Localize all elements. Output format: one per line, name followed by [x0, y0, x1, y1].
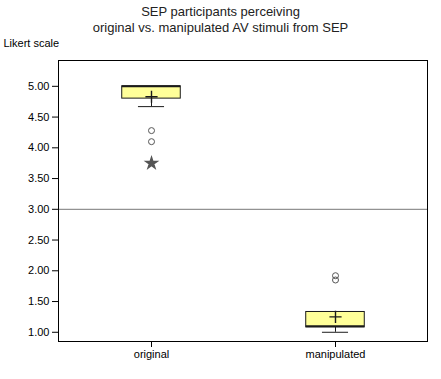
- svg-text:1.50: 1.50: [28, 295, 49, 307]
- svg-text:2.50: 2.50: [28, 234, 49, 246]
- svg-text:4.50: 4.50: [28, 111, 49, 123]
- svg-text:4.00: 4.00: [28, 141, 49, 153]
- html-text:SEP participants perceiving: SEP participants perceiving: [141, 4, 300, 19]
- svg-text:Likert scale: Likert scale: [4, 37, 60, 49]
- svg-text:1.00: 1.00: [28, 326, 49, 338]
- svg-text:2.00: 2.00: [28, 264, 49, 276]
- svg-text:5.00: 5.00: [28, 80, 49, 92]
- svg-text:3.00: 3.00: [28, 203, 49, 215]
- svg-text:original: original: [134, 348, 169, 360]
- svg-text:3.50: 3.50: [28, 172, 49, 184]
- html-text:original vs. manipulated AV st: original vs. manipulated AV stimuli from…: [92, 20, 349, 35]
- svg-text:manipulated: manipulated: [306, 348, 366, 360]
